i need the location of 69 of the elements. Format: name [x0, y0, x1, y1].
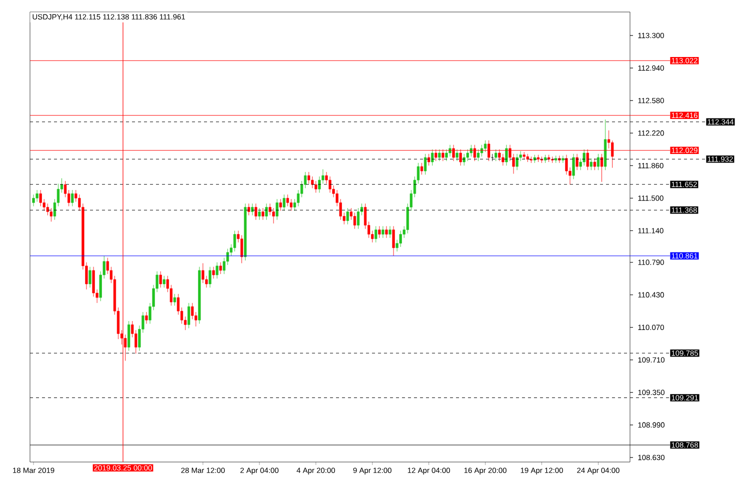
candlestick	[530, 156, 532, 164]
candlestick	[502, 154, 504, 166]
candlestick	[254, 203, 258, 220]
candlestick	[572, 154, 575, 180]
candlestick	[279, 198, 282, 212]
candlestick	[346, 208, 349, 225]
candlestick	[248, 203, 250, 216]
candlestick	[71, 190, 74, 206]
candlestick	[484, 140, 487, 152]
candlestick	[593, 158, 596, 170]
candlestick	[353, 212, 356, 230]
candlestick	[46, 203, 49, 216]
candlestick	[162, 276, 166, 288]
candlestick	[208, 266, 212, 288]
candlestick	[392, 226, 395, 256]
candlestick	[39, 190, 42, 206]
candlestick	[328, 176, 332, 193]
candlestick	[385, 226, 388, 238]
candlestick	[308, 172, 310, 184]
candlestick	[445, 149, 448, 162]
candlestick	[399, 230, 402, 248]
candlestick	[159, 271, 162, 288]
candlestick	[466, 149, 469, 162]
candlestick	[258, 208, 261, 220]
candlestick	[551, 156, 554, 164]
candlestick	[582, 149, 586, 166]
candlestick	[356, 208, 360, 230]
candlestick	[262, 208, 264, 220]
candlestick	[476, 149, 480, 162]
candlestick	[516, 154, 518, 170]
candlestick	[173, 294, 176, 306]
candlestick	[145, 312, 148, 324]
candlestick	[438, 149, 441, 162]
candlestick	[219, 262, 222, 274]
candlestick	[128, 320, 130, 352]
candlestick	[576, 154, 578, 170]
candlestick	[88, 266, 92, 288]
candlestick	[276, 198, 278, 220]
candlestick	[50, 208, 52, 222]
candlestick	[233, 230, 236, 252]
candlestick	[388, 226, 392, 238]
candlestick	[494, 149, 498, 162]
candlestick	[424, 154, 427, 175]
candlestick	[382, 226, 384, 238]
candlestick	[374, 226, 378, 243]
candlestick	[314, 180, 318, 193]
candlestick	[420, 162, 424, 175]
candlestick	[272, 208, 275, 224]
candlestick	[540, 156, 544, 164]
candlestick	[32, 194, 35, 206]
candlestick	[290, 198, 292, 212]
candlestick	[428, 154, 430, 166]
candlestick	[212, 266, 215, 279]
candlestick	[188, 302, 190, 328]
candlestick	[505, 144, 508, 166]
candlestick	[240, 234, 244, 264]
candlestick	[265, 203, 268, 220]
candlestick	[600, 154, 604, 182]
candlestick	[311, 176, 314, 188]
candlestick	[286, 194, 289, 206]
candlestick	[378, 226, 381, 238]
candlestick	[431, 149, 434, 166]
candlestick	[202, 262, 204, 284]
candlestick	[462, 154, 466, 166]
candlestick	[456, 149, 458, 162]
candlestick	[216, 262, 218, 279]
candlestick	[590, 158, 592, 170]
candlestick	[596, 154, 600, 170]
candlestick	[282, 194, 286, 212]
